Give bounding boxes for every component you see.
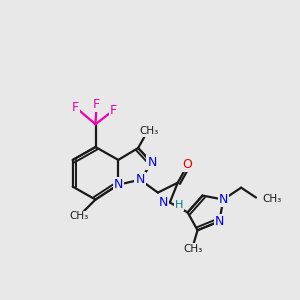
Text: H: H [175,200,183,211]
Text: CH₃: CH₃ [183,244,202,254]
Text: N: N [135,173,145,186]
Text: N: N [114,178,123,191]
Text: N: N [147,156,157,170]
Text: F: F [72,101,79,114]
Text: N: N [219,193,228,206]
Text: F: F [93,98,100,111]
Text: N: N [215,215,224,228]
Text: CH₃: CH₃ [140,126,159,136]
Text: CH₃: CH₃ [262,194,281,203]
Text: N: N [158,196,168,209]
Text: O: O [183,158,193,171]
Text: F: F [110,104,117,117]
Text: CH₃: CH₃ [69,212,88,221]
